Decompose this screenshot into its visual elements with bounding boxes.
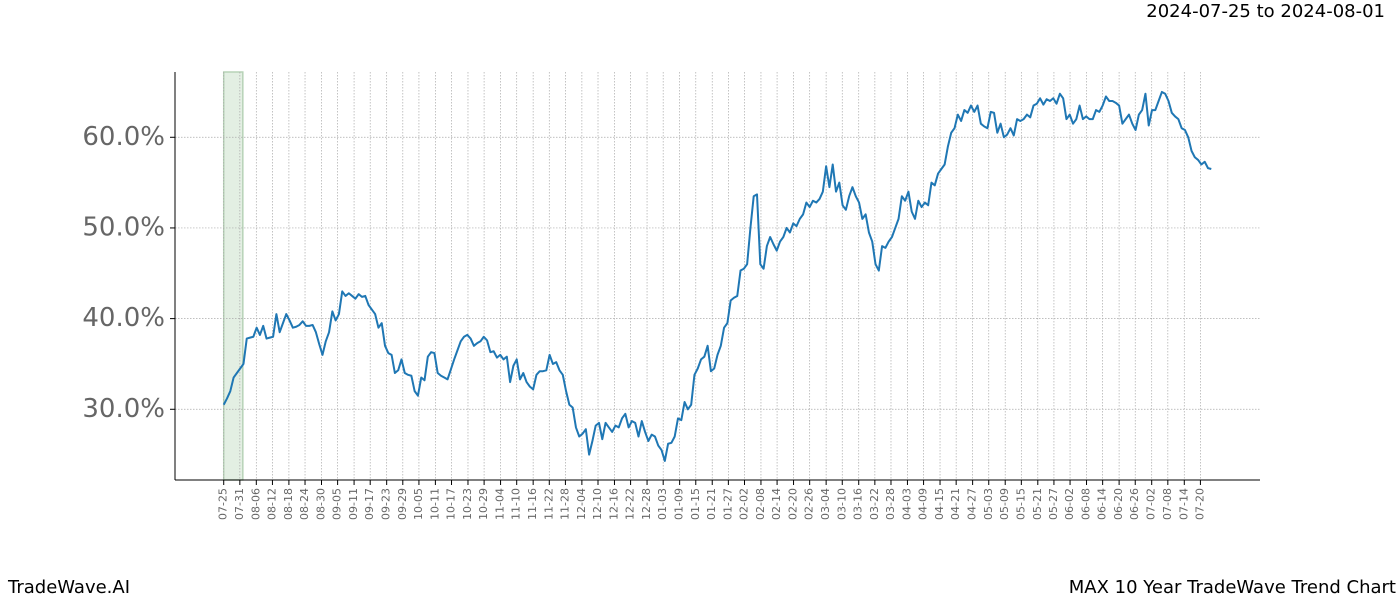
x-tick-label: 06-14 (1096, 488, 1109, 520)
x-tick-label: 07-08 (1161, 488, 1174, 520)
x-tick-label: 04-15 (933, 488, 946, 520)
x-tick-label: 01-09 (673, 488, 686, 520)
x-tick-label: 06-08 (1080, 488, 1093, 520)
x-tick-label: 07-20 (1193, 488, 1206, 520)
x-tick-label: 08-06 (249, 488, 262, 520)
x-tick-label: 10-05 (412, 488, 425, 520)
x-tick-label: 03-28 (884, 488, 897, 520)
x-tick-label: 12-10 (591, 488, 604, 520)
x-tick-label: 09-05 (331, 488, 344, 520)
x-tick-label: 12-22 (624, 488, 637, 520)
x-tick-label: 01-03 (656, 488, 669, 520)
x-tick-label: 11-28 (558, 488, 571, 520)
x-tick-label: 01-21 (705, 488, 718, 520)
x-tick-label: 09-29 (396, 488, 409, 520)
x-tick-label: 09-23 (380, 488, 393, 520)
x-tick-label: 03-04 (819, 488, 832, 520)
x-tick-label: 03-22 (868, 488, 881, 520)
x-tick-label: 04-09 (917, 488, 930, 520)
x-tick-label: 05-15 (1014, 488, 1027, 520)
x-tick-label: 02-14 (770, 488, 783, 520)
x-tick-label: 07-14 (1177, 488, 1190, 520)
x-tick-label: 07-31 (233, 488, 246, 520)
x-tick-label: 01-27 (721, 488, 734, 520)
x-tick-label: 08-24 (298, 488, 311, 520)
x-tick-label: 08-18 (282, 488, 295, 520)
x-tick-label: 04-03 (900, 488, 913, 520)
x-tick-label: 09-17 (363, 488, 376, 520)
x-tick-label: 11-04 (494, 488, 507, 520)
y-tick-label: 60.0% (82, 122, 165, 152)
x-tick-label: 04-27 (966, 488, 979, 520)
x-tick-label: 10-29 (477, 488, 490, 520)
x-tick-label: 05-09 (998, 488, 1011, 520)
x-tick-label: 09-11 (347, 488, 360, 520)
x-tick-label: 01-15 (689, 488, 702, 520)
x-tick-label: 04-21 (949, 488, 962, 520)
footer-title: MAX 10 Year TradeWave Trend Chart (1069, 577, 1396, 598)
x-tick-label: 10-17 (445, 488, 458, 520)
y-tick-label: 50.0% (82, 212, 165, 242)
footer-brand: TradeWave.AI (7, 577, 130, 598)
x-tick-label: 10-23 (461, 488, 474, 520)
trend-line (222, 90, 1212, 462)
x-tick-label: 02-26 (803, 488, 816, 520)
x-tick-label: 02-20 (787, 488, 800, 520)
y-tick-label: 40.0% (82, 303, 165, 333)
date-range: 2024-07-25 to 2024-08-01 (1146, 1, 1385, 22)
x-tick-label: 06-26 (1128, 488, 1141, 520)
x-tick-label: 08-30 (314, 488, 327, 520)
x-tick-label: 03-10 (835, 488, 848, 520)
x-tick-label: 07-25 (217, 488, 230, 520)
x-tick-label: 12-04 (575, 488, 588, 520)
x-tick-label: 12-16 (607, 488, 620, 520)
x-tick-label: 07-02 (1145, 488, 1158, 520)
x-tick-label: 10-11 (428, 488, 441, 520)
x-tick-label: 12-28 (640, 488, 653, 520)
x-tick-label: 11-22 (542, 488, 555, 520)
x-tick-label: 08-12 (265, 488, 278, 520)
y-tick-label: 30.0% (82, 394, 165, 424)
x-tick-label: 02-02 (737, 488, 750, 520)
x-tick-label: 05-27 (1047, 488, 1060, 520)
x-tick-label: 06-02 (1063, 488, 1076, 520)
x-tick-label: 02-08 (754, 488, 767, 520)
x-tick-label: 03-16 (852, 488, 865, 520)
x-tick-label: 11-16 (526, 488, 539, 520)
x-tick-label: 05-03 (982, 488, 995, 520)
x-tick-label: 06-20 (1112, 488, 1125, 520)
x-tick-label: 11-10 (510, 488, 523, 520)
x-tick-label: 05-21 (1031, 488, 1044, 520)
